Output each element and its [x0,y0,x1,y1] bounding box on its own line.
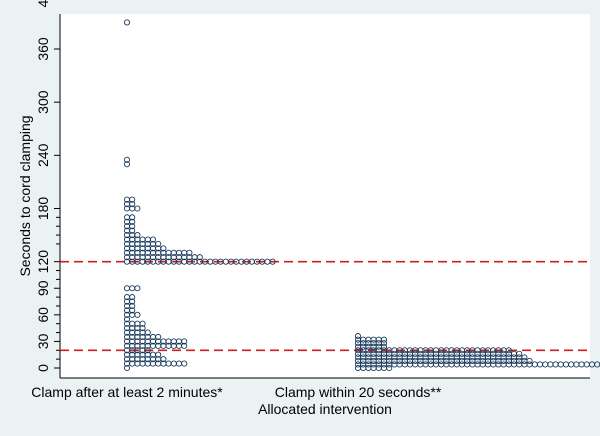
data-point [129,223,136,230]
data-point [144,347,151,354]
y-tick-label: 360 [35,37,51,61]
y-tick-label: 240 [35,143,51,167]
x-axis-title: Allocated intervention [258,401,392,417]
data-point [134,285,141,292]
data-point [123,161,131,168]
data-point [505,347,512,354]
data-point [134,311,141,318]
data-point [386,364,393,372]
data-point [181,338,188,345]
data-point [196,254,203,261]
data-point [181,360,188,367]
data-point [521,354,528,361]
category-label: Clamp after at least 2 minutes* [31,384,223,400]
data-point [129,294,136,301]
data-point [155,351,162,358]
data-point [160,245,167,252]
data-point [123,156,131,163]
category-label: Clamp within 20 seconds** [275,384,442,400]
data-point [149,236,157,243]
data-point [129,298,136,305]
data-point [269,258,276,265]
y-tick-label: 420 [35,0,51,8]
data-point [123,316,131,323]
y-tick-label: 60 [35,307,51,323]
data-point [129,214,136,221]
y-tick-label: 180 [35,197,51,221]
data-point [139,325,146,332]
data-points [123,19,600,372]
y-tick-label: 120 [35,250,51,274]
data-point [139,320,146,327]
data-point [588,361,596,368]
data-point [380,343,388,350]
y-tick-label: 30 [35,333,51,349]
y-tick-label: 0 [35,364,51,372]
data-point [129,201,136,208]
y-axis-title: Seconds to cord clamping [17,115,33,276]
data-point [134,205,141,212]
y-tick-label: 90 [35,280,51,296]
data-point [123,364,131,372]
data-point [123,19,131,26]
data-point [129,302,136,310]
data-point [129,196,136,203]
data-point [186,249,193,256]
data-point [380,336,388,343]
data-point [380,340,388,347]
data-point [129,307,136,314]
data-point [129,227,136,234]
category-labels: Clamp after at least 2 minutes* Clamp wit… [31,384,442,400]
y-axis-ticks: 0 30 60 90 120 180 240 300 360 420 [35,0,60,372]
data-point [160,356,167,363]
reference-lines [60,260,590,352]
data-point [155,333,162,341]
data-point [526,357,533,364]
data-point [516,350,523,357]
data-point [134,232,141,239]
y-tick-label: 300 [35,90,51,114]
data-point [129,218,136,225]
data-point [144,329,151,336]
data-point [354,333,362,340]
data-point [181,342,188,349]
plot-area [60,14,590,378]
data-point [594,361,600,368]
data-point [155,240,162,247]
